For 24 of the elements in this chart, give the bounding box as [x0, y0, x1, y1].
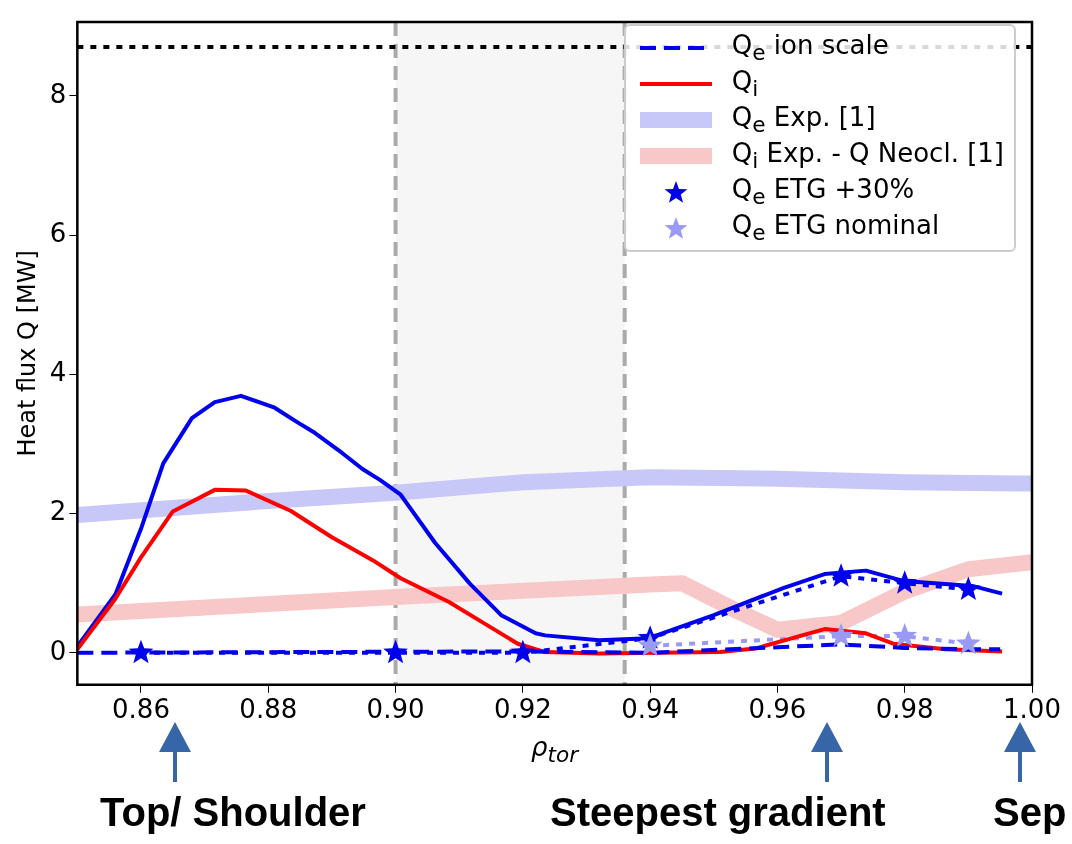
text: Steepest gradient [550, 790, 886, 835]
x-tick-label: 0.96 [748, 694, 807, 725]
x-tick-label: 0.92 [493, 694, 552, 725]
legend-label: Q$_{i}$ [731, 66, 759, 102]
text: Top/ Shoulder [100, 790, 366, 835]
text: Sep [993, 790, 1067, 835]
legend-label: Q$_{e}$ ETG +30% [731, 174, 915, 210]
y-tick-label: 2 [49, 496, 67, 527]
y-tick-label: 6 [49, 217, 67, 248]
x-tick-label: 1.00 [1003, 694, 1061, 725]
y-tick-label: 0 [49, 635, 67, 666]
legend-label: Q$_{e}$ ETG nominal [731, 210, 940, 246]
y-tick-label: 4 [49, 357, 67, 388]
x-tick-label: 0.94 [621, 694, 680, 725]
x-tick-label: 0.86 [112, 694, 170, 725]
x-tick-label: 0.88 [239, 694, 298, 725]
legend-label: Q$_{e}$ ion scale [731, 30, 889, 66]
y-tick-label: 8 [49, 78, 67, 109]
y-axis-title: Heat flux Q [MW] [12, 250, 41, 457]
x-axis-title: ρ$_{tor}$ [530, 732, 581, 768]
legend-label: Q$_{i}$ Exp. - Q Neocl. [1] [731, 138, 1004, 174]
x-tick-label: 0.98 [875, 694, 934, 725]
x-tick-label: 0.90 [366, 694, 425, 725]
legend-label: Q$_{e}$ Exp. [1] [731, 102, 876, 138]
